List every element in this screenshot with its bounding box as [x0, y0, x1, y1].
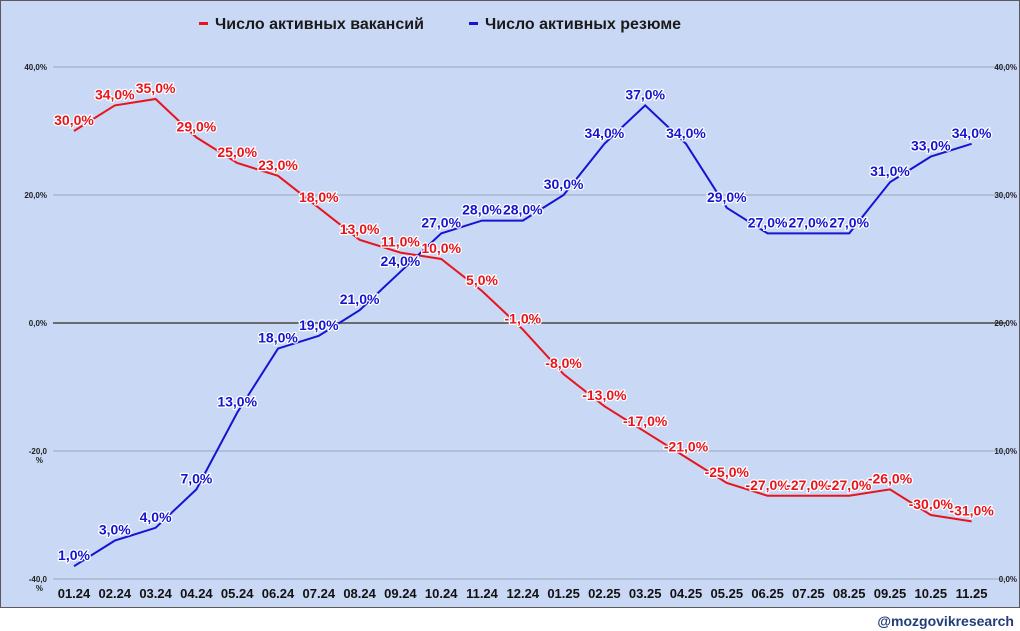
data-label: -1,0% — [505, 310, 542, 326]
legend-swatch — [199, 22, 208, 25]
data-label: 34,0% — [952, 125, 992, 141]
data-label: 27,0% — [748, 214, 788, 230]
data-label: -8,0% — [545, 355, 582, 371]
data-label: -17,0% — [623, 413, 668, 429]
left-axis-tick-label: -40,0% — [29, 575, 48, 593]
x-axis-tick-label: 07.24 — [303, 586, 336, 601]
x-axis-tick-label: 10.25 — [915, 586, 948, 601]
left-axis-tick-label: 20,0% — [24, 191, 47, 200]
data-label: 24,0% — [381, 253, 421, 269]
data-label: 30,0% — [544, 176, 584, 192]
data-label: 29,0% — [177, 118, 217, 134]
data-label: -27,0% — [827, 477, 872, 493]
data-label: -13,0% — [582, 387, 627, 403]
data-label: 23,0% — [258, 157, 298, 173]
x-axis-tick-label: 02.25 — [588, 586, 621, 601]
data-label: 28,0% — [462, 202, 502, 218]
data-label: 25,0% — [217, 144, 257, 160]
watermark-handle: @mozgovikresearch — [877, 613, 1014, 629]
data-label: -21,0% — [664, 438, 709, 454]
left-axis-tick-label: 0,0% — [29, 319, 47, 328]
data-label: 10,0% — [421, 240, 461, 256]
legend-label: Число активных вакансий — [215, 16, 424, 33]
x-axis-tick-label: 09.25 — [874, 586, 907, 601]
legend-label: Число активных резюме — [485, 16, 681, 33]
x-axis-tick-label: 04.25 — [670, 586, 703, 601]
legend-swatch — [469, 22, 478, 25]
data-label: 27,0% — [421, 214, 461, 230]
data-label: 21,0% — [340, 291, 380, 307]
x-axis-tick-label: 11.24 — [466, 586, 499, 601]
data-label: 30,0% — [54, 112, 94, 128]
x-axis-tick-label: 06.25 — [751, 586, 784, 601]
data-label: 34,0% — [95, 86, 135, 102]
right-axis-tick-label: 30,0% — [994, 191, 1017, 200]
data-label: -27,0% — [745, 477, 790, 493]
x-axis-tick-label: 07.25 — [792, 586, 825, 601]
data-label: 13,0% — [340, 221, 380, 237]
data-label: 19,0% — [299, 317, 339, 333]
data-label: 29,0% — [707, 189, 747, 205]
left-axis-tick-label: -20,0% — [29, 447, 48, 465]
data-label: 7,0% — [180, 470, 212, 486]
data-label: 37,0% — [625, 86, 665, 102]
right-axis-tick-label: 10,0% — [994, 447, 1017, 456]
line-chart: 40,0% 20,0% 0,0% -20,0 % -40,0 % 40,0% 30,0% 20,0… — [24, 16, 1017, 601]
data-label: -30,0% — [909, 496, 954, 512]
data-label: 3,0% — [99, 522, 131, 538]
x-axis-tick-label: 08.24 — [343, 586, 376, 601]
x-axis-tick-label: 03.24 — [139, 586, 172, 601]
x-axis-tick-label: 09.24 — [384, 586, 417, 601]
data-label: -27,0% — [786, 477, 831, 493]
x-axis-tick-label: 06.24 — [262, 586, 295, 601]
data-label: 11,0% — [381, 234, 420, 250]
data-label: 18,0% — [299, 189, 339, 205]
x-axis-tick-label: 12.24 — [507, 586, 540, 601]
x-axis-tick-label: 04.24 — [180, 586, 213, 601]
x-axis-tick-label: 01.25 — [547, 586, 580, 601]
data-label: -31,0% — [949, 502, 994, 518]
data-label: 27,0% — [829, 214, 869, 230]
data-label: 1,0% — [58, 547, 90, 563]
data-label: 5,0% — [466, 272, 498, 288]
x-axis-tick-label: 08.25 — [833, 586, 866, 601]
data-label: 18,0% — [258, 330, 298, 346]
right-axis-tick-label: 0,0% — [999, 575, 1017, 584]
x-axis-tick-label: 01.24 — [58, 586, 91, 601]
chart-frame: 40,0% 20,0% 0,0% -20,0% -40,0% 40,0% 30,0% 20,0… — [0, 0, 1020, 608]
x-axis-tick-label: 02.24 — [99, 586, 132, 601]
right-axis-tick-label: 40,0% — [994, 63, 1017, 72]
x-axis-tick-label: 10.24 — [425, 586, 458, 601]
data-label: 27,0% — [789, 214, 829, 230]
data-label: -25,0% — [705, 464, 750, 480]
series-line-vacancies — [73, 97, 972, 523]
left-axis-tick-label: 40,0% — [24, 63, 47, 72]
data-label: 34,0% — [666, 125, 706, 141]
data-label: -26,0% — [868, 470, 913, 486]
data-label: 35,0% — [136, 80, 176, 96]
x-axis-tick-label: 05.25 — [711, 586, 744, 601]
x-axis-tick-label: 05.24 — [221, 586, 254, 601]
x-axis-tick-label: 11.25 — [956, 586, 988, 601]
right-axis-tick-label: 20,0% — [994, 319, 1017, 328]
data-label: 33,0% — [911, 138, 951, 154]
data-label: 28,0% — [503, 202, 543, 218]
data-label: 13,0% — [217, 394, 257, 410]
series-line-resumes — [73, 104, 972, 568]
data-label: 4,0% — [140, 509, 172, 525]
data-label: 34,0% — [585, 125, 625, 141]
x-axis-tick-label: 03.25 — [629, 586, 662, 601]
data-label: 31,0% — [870, 163, 910, 179]
